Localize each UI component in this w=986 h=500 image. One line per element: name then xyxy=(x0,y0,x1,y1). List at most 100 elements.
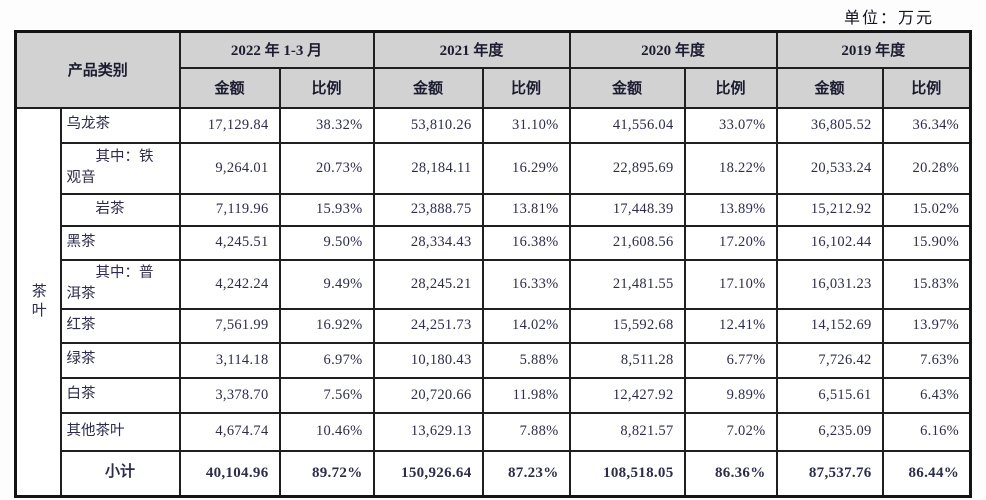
amount-cell: 4,674.74 xyxy=(178,411,281,452)
ratio-cell: 86.44% xyxy=(881,449,972,498)
amount-cell: 7,561.99 xyxy=(178,307,281,344)
amount-cell: 23,888.75 xyxy=(372,192,484,227)
amount-cell: 8,511.28 xyxy=(568,341,686,379)
ratio-cell: 16.92% xyxy=(278,307,375,344)
amount-cell: 14,152.69 xyxy=(775,307,884,344)
amount-cell: 22,895.69 xyxy=(568,141,686,195)
amount-cell: 21,608.56 xyxy=(568,224,686,261)
period-header-1: 2021 年度 xyxy=(372,30,571,69)
ratio-cell: 16.29% xyxy=(481,141,571,195)
period-header-0: 2022 年 1-3 月 xyxy=(178,30,375,69)
row-label: 小计 xyxy=(59,449,181,498)
ratio-cell: 13.81% xyxy=(481,192,571,227)
table-row: 绿茶 3,114.18 6.97% 10,180.43 5.88% 8,511.28 6.7… xyxy=(16,341,972,379)
amount-cell: 9,264.01 xyxy=(178,141,281,195)
amount-subheader-2: 金额 xyxy=(568,66,686,109)
amount-cell: 13,629.13 xyxy=(372,411,484,452)
ratio-cell: 15.02% xyxy=(881,192,972,227)
ratio-cell: 89.72% xyxy=(278,449,375,498)
amount-cell: 4,242.24 xyxy=(178,258,281,310)
ratio-subheader-3: 比例 xyxy=(881,66,972,109)
ratio-subheader-1: 比例 xyxy=(481,66,571,109)
ratio-cell: 10.46% xyxy=(278,411,375,452)
amount-cell: 12,427.92 xyxy=(568,376,686,414)
amount-subheader-0: 金额 xyxy=(178,66,281,109)
amount-cell: 17,448.39 xyxy=(568,192,686,227)
amount-cell: 28,184.11 xyxy=(372,141,484,195)
amount-cell: 8,821.57 xyxy=(568,411,686,452)
amount-cell: 3,378.70 xyxy=(178,376,281,414)
ratio-cell: 5.88% xyxy=(481,341,571,379)
row-label: 红茶 xyxy=(59,307,181,344)
ratio-cell: 9.89% xyxy=(683,376,778,414)
row-label: 其中：普洱茶 xyxy=(59,258,181,310)
amount-cell: 6,515.61 xyxy=(775,376,884,414)
amount-cell: 28,334.43 xyxy=(372,224,484,261)
table-header: 产品类别 2022 年 1-3 月 2021 年度 2020 年度 2019 年度 金… xyxy=(14,30,972,109)
row-label: 白茶 xyxy=(59,376,181,414)
ratio-cell: 17.10% xyxy=(683,258,778,310)
ratio-cell: 6.43% xyxy=(881,376,972,414)
ratio-cell: 13.97% xyxy=(881,307,972,344)
table-body: 茶叶 乌龙茶 17,129.84 38.32% 53,810.26 31.10% 41,55… xyxy=(14,106,972,498)
ratio-cell: 17.20% xyxy=(683,224,778,261)
amount-cell: 20,533.24 xyxy=(775,141,884,195)
amount-cell: 108,518.05 xyxy=(568,449,686,498)
table-row: 茶叶 乌龙茶 17,129.84 38.32% 53,810.26 31.10% 41,55… xyxy=(14,106,972,498)
ratio-cell: 6.16% xyxy=(881,411,972,452)
ratio-cell: 7.88% xyxy=(481,411,571,452)
amount-cell: 15,592.68 xyxy=(568,307,686,344)
amount-cell: 28,245.21 xyxy=(372,258,484,310)
ratio-cell: 31.10% xyxy=(481,106,571,144)
row-label: 乌龙茶 xyxy=(59,106,181,144)
ratio-cell: 36.34% xyxy=(881,106,972,144)
ratio-cell: 16.33% xyxy=(481,258,571,310)
ratio-subheader-0: 比例 xyxy=(278,66,375,109)
ratio-cell: 7.56% xyxy=(278,376,375,414)
ratio-cell: 87.23% xyxy=(481,449,571,498)
amount-cell: 40,104.96 xyxy=(178,449,281,498)
amount-subheader-1: 金额 xyxy=(372,66,484,109)
ratio-cell: 18.22% xyxy=(683,141,778,195)
ratio-cell: 16.38% xyxy=(481,224,571,261)
period-header-2: 2020 年度 xyxy=(568,30,778,69)
amount-cell: 53,810.26 xyxy=(372,106,484,144)
amount-cell: 7,726.42 xyxy=(775,341,884,379)
ratio-cell: 14.02% xyxy=(481,307,571,344)
amount-cell: 6,235.09 xyxy=(775,411,884,452)
row-label: 绿茶 xyxy=(59,341,181,379)
ratio-cell: 9.50% xyxy=(278,224,375,261)
table-row: 红茶 7,561.99 16.92% 24,251.73 14.02% 15,592.68… xyxy=(16,307,972,344)
ratio-cell: 13.89% xyxy=(683,192,778,227)
amount-cell: 4,245.51 xyxy=(178,224,281,261)
category-column-header: 产品类别 xyxy=(14,30,181,109)
row-label: 其中：铁观音 xyxy=(59,141,181,195)
ratio-cell: 11.98% xyxy=(481,376,571,414)
amount-cell: 16,031.23 xyxy=(775,258,884,310)
ratio-cell: 15.90% xyxy=(881,224,972,261)
ratio-cell: 38.32% xyxy=(278,106,375,144)
ratio-cell: 7.63% xyxy=(881,341,972,379)
ratio-cell: 6.97% xyxy=(278,341,375,379)
table-row: 黑茶 4,245.51 9.50% 28,334.43 16.38% 21,608.56 1… xyxy=(16,224,972,261)
ratio-cell: 20.73% xyxy=(278,141,375,195)
tea-product-revenue-table: 产品类别 2022 年 1-3 月 2021 年度 2020 年度 2019 年度 金… xyxy=(14,30,973,498)
amount-cell: 36,805.52 xyxy=(775,106,884,144)
table-row: 其中：普洱茶 4,242.24 9.49% 28,245.21 16.33% 21,481… xyxy=(16,258,972,310)
amount-cell: 87,537.76 xyxy=(775,449,884,498)
amount-cell: 21,481.55 xyxy=(568,258,686,310)
row-label: 黑茶 xyxy=(59,224,181,261)
table-row: 其中：铁观音 9,264.01 20.73% 28,184.11 16.29% 22,89… xyxy=(16,141,972,195)
ratio-cell: 15.93% xyxy=(278,192,375,227)
ratio-cell: 15.83% xyxy=(881,258,972,310)
ratio-cell: 12.41% xyxy=(683,307,778,344)
ratio-cell: 9.49% xyxy=(278,258,375,310)
group-label-cell: 茶叶 xyxy=(14,106,62,498)
ratio-cell: 6.77% xyxy=(683,341,778,379)
amount-subheader-3: 金额 xyxy=(775,66,884,109)
row-label: 其他茶叶 xyxy=(59,411,181,452)
unit-label: 单位：万元 xyxy=(843,10,934,27)
amount-cell: 20,720.66 xyxy=(372,376,484,414)
table-row: 小计 40,104.96 89.72% 150,926.64 87.23% 108,518… xyxy=(16,449,972,498)
table-row: 岩茶 7,119.96 15.93% 23,888.75 13.81% 17,448.39… xyxy=(16,192,972,227)
